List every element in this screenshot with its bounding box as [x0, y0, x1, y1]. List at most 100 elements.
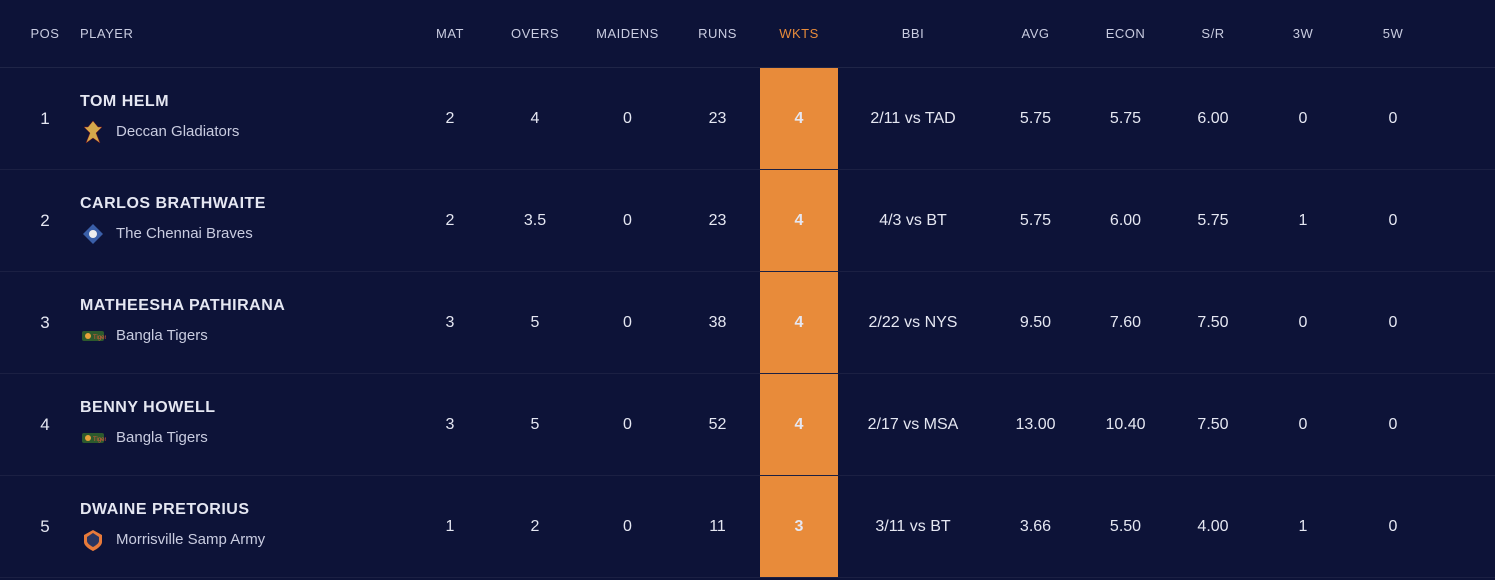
cell-mat: 2: [410, 110, 490, 128]
team-logo-icon: [80, 221, 106, 247]
cell-econ: 5.50: [1083, 518, 1168, 536]
cell-avg: 3.66: [988, 518, 1083, 536]
cell-overs: 2: [490, 518, 580, 536]
stats-table: POS PLAYER MAT OVERS MAIDENS RUNS WKTS B…: [0, 0, 1495, 578]
cell-sr: 7.50: [1168, 416, 1258, 434]
cell-3w: 0: [1258, 416, 1348, 434]
cell-5w: 0: [1348, 314, 1438, 332]
cell-5w: 0: [1348, 212, 1438, 230]
cell-mat: 3: [410, 314, 490, 332]
cell-wkts: 3: [760, 476, 838, 577]
cell-maidens: 0: [580, 212, 675, 230]
cell-overs: 4: [490, 110, 580, 128]
header-sr[interactable]: S/R: [1168, 26, 1258, 41]
header-maidens[interactable]: MAIDENS: [580, 26, 675, 41]
cell-overs: 3.5: [490, 212, 580, 230]
table-header-row: POS PLAYER MAT OVERS MAIDENS RUNS WKTS B…: [0, 0, 1495, 68]
player-name[interactable]: DWAINE PRETORIUS: [80, 501, 410, 519]
cell-pos: 5: [0, 517, 70, 537]
table-row[interactable]: 3MATHEESHA PATHIRANATigersBangla Tigers3…: [0, 272, 1495, 374]
player-name[interactable]: BENNY HOWELL: [80, 399, 410, 417]
team-name: The Chennai Braves: [116, 225, 253, 242]
cell-sr: 6.00: [1168, 110, 1258, 128]
table-row[interactable]: 1TOM HELMDeccan Gladiators2402342/11 vs …: [0, 68, 1495, 170]
cell-mat: 3: [410, 416, 490, 434]
svg-text:Tigers: Tigers: [93, 335, 106, 341]
header-overs[interactable]: OVERS: [490, 26, 580, 41]
team-logo-icon: [80, 527, 106, 553]
cell-runs: 11: [675, 518, 760, 536]
cell-player: MATHEESHA PATHIRANA Tigers Bangla Tigers: [70, 297, 410, 349]
header-bbi[interactable]: BBI: [838, 26, 988, 41]
cell-pos: 2: [0, 211, 70, 231]
team-logo-icon: Tigers: [80, 425, 106, 451]
cell-player: TOM HELM Deccan Gladiators: [70, 93, 410, 145]
header-player[interactable]: PLAYER: [70, 26, 410, 41]
cell-runs: 23: [675, 212, 760, 230]
player-name[interactable]: TOM HELM: [80, 93, 410, 111]
cell-avg: 5.75: [988, 212, 1083, 230]
cell-3w: 1: [1258, 518, 1348, 536]
team-row[interactable]: Tigers Bangla Tigers: [80, 425, 410, 451]
player-name[interactable]: CARLOS BRATHWAITE: [80, 195, 410, 213]
cell-3w: 0: [1258, 314, 1348, 332]
cell-player: CARLOS BRATHWAITE The Chennai Braves: [70, 195, 410, 247]
cell-sr: 7.50: [1168, 314, 1258, 332]
team-name: Bangla Tigers: [116, 327, 208, 344]
cell-player: DWAINE PRETORIUS Morrisville Samp Army: [70, 501, 410, 553]
cell-avg: 5.75: [988, 110, 1083, 128]
cell-runs: 52: [675, 416, 760, 434]
team-name: Deccan Gladiators: [116, 123, 239, 140]
cell-bbi: 4/3 vs BT: [838, 212, 988, 230]
team-logo-icon: [80, 119, 106, 145]
cell-runs: 38: [675, 314, 760, 332]
cell-maidens: 0: [580, 518, 675, 536]
cell-player: BENNY HOWELL Tigers Bangla Tigers: [70, 399, 410, 451]
header-avg[interactable]: AVG: [988, 26, 1083, 41]
cell-maidens: 0: [580, 314, 675, 332]
team-row[interactable]: Tigers Bangla Tigers: [80, 323, 410, 349]
header-mat[interactable]: MAT: [410, 26, 490, 41]
cell-5w: 0: [1348, 518, 1438, 536]
svg-text:Tigers: Tigers: [93, 437, 106, 443]
cell-wkts: 4: [760, 68, 838, 169]
cell-3w: 1: [1258, 212, 1348, 230]
team-name: Bangla Tigers: [116, 429, 208, 446]
header-econ[interactable]: ECON: [1083, 26, 1168, 41]
cell-bbi: 2/22 vs NYS: [838, 314, 988, 332]
cell-maidens: 0: [580, 110, 675, 128]
header-5w[interactable]: 5W: [1348, 26, 1438, 41]
cell-econ: 5.75: [1083, 110, 1168, 128]
cell-bbi: 3/11 vs BT: [838, 518, 988, 536]
cell-overs: 5: [490, 416, 580, 434]
cell-sr: 4.00: [1168, 518, 1258, 536]
cell-econ: 10.40: [1083, 416, 1168, 434]
team-name: Morrisville Samp Army: [116, 531, 265, 548]
table-row[interactable]: 4BENNY HOWELLTigersBangla Tigers3505242/…: [0, 374, 1495, 476]
cell-wkts: 4: [760, 272, 838, 373]
cell-runs: 23: [675, 110, 760, 128]
cell-mat: 1: [410, 518, 490, 536]
header-pos[interactable]: POS: [0, 26, 70, 41]
cell-5w: 0: [1348, 416, 1438, 434]
cell-avg: 13.00: [988, 416, 1083, 434]
team-row[interactable]: Morrisville Samp Army: [80, 527, 410, 553]
cell-avg: 9.50: [988, 314, 1083, 332]
cell-mat: 2: [410, 212, 490, 230]
header-wkts[interactable]: WKTS: [760, 26, 838, 41]
header-runs[interactable]: RUNS: [675, 26, 760, 41]
table-row[interactable]: 5DWAINE PRETORIUSMorrisville Samp Army12…: [0, 476, 1495, 578]
cell-pos: 1: [0, 109, 70, 129]
cell-3w: 0: [1258, 110, 1348, 128]
header-3w[interactable]: 3W: [1258, 26, 1348, 41]
team-row[interactable]: The Chennai Braves: [80, 221, 410, 247]
cell-bbi: 2/17 vs MSA: [838, 416, 988, 434]
team-logo-icon: Tigers: [80, 323, 106, 349]
cell-econ: 7.60: [1083, 314, 1168, 332]
team-row[interactable]: Deccan Gladiators: [80, 119, 410, 145]
player-name[interactable]: MATHEESHA PATHIRANA: [80, 297, 410, 315]
cell-maidens: 0: [580, 416, 675, 434]
table-row[interactable]: 2CARLOS BRATHWAITEThe Chennai Braves23.5…: [0, 170, 1495, 272]
cell-pos: 3: [0, 313, 70, 333]
cell-5w: 0: [1348, 110, 1438, 128]
